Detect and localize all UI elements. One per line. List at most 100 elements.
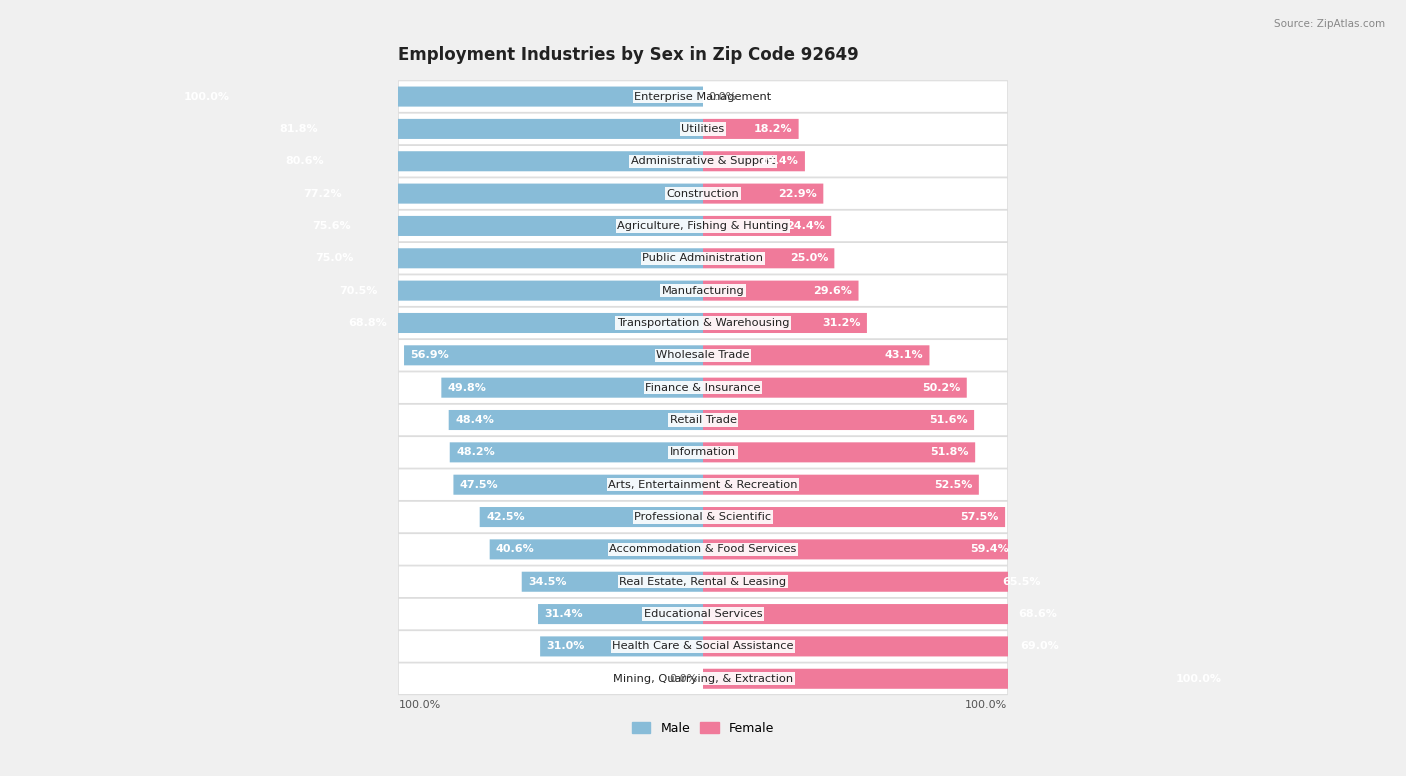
Text: Public Administration: Public Administration (643, 253, 763, 263)
Text: 19.4%: 19.4% (759, 156, 799, 166)
FancyBboxPatch shape (398, 372, 1008, 404)
FancyBboxPatch shape (398, 534, 1008, 565)
Text: Wholesale Trade: Wholesale Trade (657, 350, 749, 360)
Text: 56.9%: 56.9% (411, 350, 449, 360)
Text: 40.6%: 40.6% (496, 545, 534, 554)
Text: 100.0%: 100.0% (399, 700, 441, 710)
Text: 48.4%: 48.4% (456, 415, 494, 425)
FancyBboxPatch shape (703, 507, 1005, 527)
Text: 100.0%: 100.0% (1175, 674, 1222, 684)
FancyBboxPatch shape (703, 475, 979, 495)
FancyBboxPatch shape (489, 539, 703, 559)
Text: 75.0%: 75.0% (315, 253, 354, 263)
Legend: Male, Female: Male, Female (627, 717, 779, 740)
Text: Mining, Quarrying, & Extraction: Mining, Quarrying, & Extraction (613, 674, 793, 684)
FancyBboxPatch shape (540, 636, 703, 656)
FancyBboxPatch shape (398, 210, 1008, 242)
FancyBboxPatch shape (703, 248, 834, 268)
Text: 47.5%: 47.5% (460, 480, 498, 490)
FancyBboxPatch shape (703, 410, 974, 430)
FancyBboxPatch shape (398, 598, 1008, 630)
Text: Retail Trade: Retail Trade (669, 415, 737, 425)
FancyBboxPatch shape (538, 604, 703, 624)
FancyBboxPatch shape (398, 113, 1008, 145)
Text: Finance & Insurance: Finance & Insurance (645, 383, 761, 393)
Text: 65.5%: 65.5% (1002, 577, 1040, 587)
FancyBboxPatch shape (177, 87, 703, 106)
Text: 70.5%: 70.5% (339, 286, 377, 296)
Text: 52.5%: 52.5% (934, 480, 973, 490)
FancyBboxPatch shape (333, 281, 703, 300)
Text: 34.5%: 34.5% (529, 577, 567, 587)
FancyBboxPatch shape (309, 248, 703, 268)
Text: Administrative & Support: Administrative & Support (631, 156, 775, 166)
FancyBboxPatch shape (398, 307, 1008, 339)
Text: 29.6%: 29.6% (813, 286, 852, 296)
Text: Professional & Scientific: Professional & Scientific (634, 512, 772, 522)
Text: 75.6%: 75.6% (312, 221, 350, 231)
FancyBboxPatch shape (703, 636, 1066, 656)
FancyBboxPatch shape (703, 572, 1047, 592)
Text: 24.4%: 24.4% (786, 221, 825, 231)
FancyBboxPatch shape (298, 184, 703, 203)
Text: 80.6%: 80.6% (285, 156, 325, 166)
FancyBboxPatch shape (453, 475, 703, 495)
FancyBboxPatch shape (479, 507, 703, 527)
Text: Health Care & Social Assistance: Health Care & Social Assistance (612, 642, 794, 651)
FancyBboxPatch shape (703, 281, 859, 300)
FancyBboxPatch shape (522, 572, 703, 592)
Text: Enterprise Management: Enterprise Management (634, 92, 772, 102)
Text: 51.8%: 51.8% (931, 447, 969, 457)
FancyBboxPatch shape (398, 81, 1008, 113)
Text: Agriculture, Fishing & Hunting: Agriculture, Fishing & Hunting (617, 221, 789, 231)
FancyBboxPatch shape (398, 501, 1008, 533)
FancyBboxPatch shape (703, 216, 831, 236)
FancyBboxPatch shape (703, 313, 868, 333)
Text: 31.4%: 31.4% (544, 609, 583, 619)
Text: 18.2%: 18.2% (754, 124, 793, 134)
Text: Transportation & Warehousing: Transportation & Warehousing (617, 318, 789, 328)
Text: Source: ZipAtlas.com: Source: ZipAtlas.com (1274, 19, 1385, 29)
FancyBboxPatch shape (703, 604, 1063, 624)
FancyBboxPatch shape (398, 631, 1008, 662)
Text: 81.8%: 81.8% (280, 124, 318, 134)
FancyBboxPatch shape (703, 442, 976, 462)
Text: 59.4%: 59.4% (970, 545, 1008, 554)
Text: 68.6%: 68.6% (1018, 609, 1057, 619)
Text: Manufacturing: Manufacturing (662, 286, 744, 296)
FancyBboxPatch shape (703, 184, 824, 203)
FancyBboxPatch shape (703, 669, 1229, 689)
Text: 77.2%: 77.2% (304, 189, 342, 199)
FancyBboxPatch shape (398, 404, 1008, 436)
Text: 69.0%: 69.0% (1021, 642, 1059, 651)
FancyBboxPatch shape (449, 410, 703, 430)
FancyBboxPatch shape (703, 345, 929, 365)
FancyBboxPatch shape (450, 442, 703, 462)
Text: 43.1%: 43.1% (884, 350, 924, 360)
FancyBboxPatch shape (398, 178, 1008, 210)
Text: 22.9%: 22.9% (779, 189, 817, 199)
Text: Employment Industries by Sex in Zip Code 92649: Employment Industries by Sex in Zip Code… (398, 46, 859, 64)
Text: Utilities: Utilities (682, 124, 724, 134)
Text: 42.5%: 42.5% (486, 512, 524, 522)
FancyBboxPatch shape (342, 313, 703, 333)
FancyBboxPatch shape (398, 566, 1008, 598)
FancyBboxPatch shape (703, 378, 967, 397)
FancyBboxPatch shape (280, 151, 703, 171)
FancyBboxPatch shape (398, 275, 1008, 307)
FancyBboxPatch shape (703, 119, 799, 139)
Text: Real Estate, Rental & Leasing: Real Estate, Rental & Leasing (620, 577, 786, 587)
Text: Accommodation & Food Services: Accommodation & Food Services (609, 545, 797, 554)
Text: 51.6%: 51.6% (929, 415, 967, 425)
FancyBboxPatch shape (273, 119, 703, 139)
Text: 0.0%: 0.0% (669, 674, 697, 684)
FancyBboxPatch shape (398, 339, 1008, 371)
FancyBboxPatch shape (305, 216, 703, 236)
FancyBboxPatch shape (441, 378, 703, 397)
Text: 48.2%: 48.2% (456, 447, 495, 457)
FancyBboxPatch shape (404, 345, 703, 365)
FancyBboxPatch shape (398, 663, 1008, 695)
Text: 100.0%: 100.0% (965, 700, 1007, 710)
FancyBboxPatch shape (703, 151, 804, 171)
Text: 31.2%: 31.2% (823, 318, 860, 328)
